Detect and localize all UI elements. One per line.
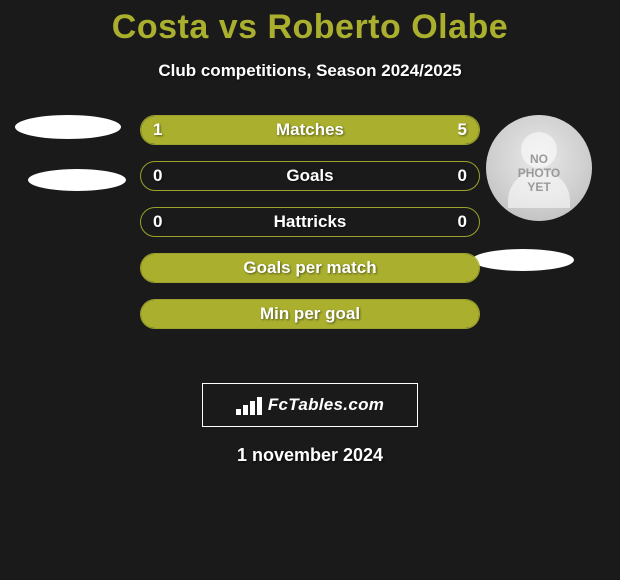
ellipse-decor [15,115,121,139]
stat-row-matches: 1 Matches 5 [140,115,480,145]
stat-right-value: 0 [458,166,467,186]
stat-label: Matches [141,120,479,140]
stat-row-goals: 0 Goals 0 [140,161,480,191]
stat-row-hattricks: 0 Hattricks 0 [140,207,480,237]
ellipse-decor [28,169,126,191]
stat-bars: 1 Matches 5 0 Goals 0 0 Hattricks 0 Goal… [140,115,480,345]
stat-label: Min per goal [141,304,479,324]
ellipse-decor [472,249,574,271]
subtitle: Club competitions, Season 2024/2025 [0,61,620,81]
page-title: Costa vs Roberto Olabe [0,0,620,47]
stat-right-value: 0 [458,212,467,232]
branding-box: FcTables.com [202,383,418,427]
site-name: FcTables.com [268,395,384,415]
stat-row-min-per-goal: Min per goal [140,299,480,329]
right-player-avatar: NOPHOTOYET [486,115,592,221]
stat-right-value: 5 [458,120,467,140]
no-photo-label: NOPHOTOYET [486,153,592,194]
stat-row-goals-per-match: Goals per match [140,253,480,283]
date-label: 1 november 2024 [0,445,620,466]
stat-label: Goals per match [141,258,479,278]
comparison-arena: NOPHOTOYET 1 Matches 5 0 Goals 0 0 Hattr… [0,115,620,375]
stat-label: Hattricks [141,212,479,232]
avatar-placeholder: NOPHOTOYET [486,115,592,221]
stat-label: Goals [141,166,479,186]
bar-chart-icon [236,395,262,415]
